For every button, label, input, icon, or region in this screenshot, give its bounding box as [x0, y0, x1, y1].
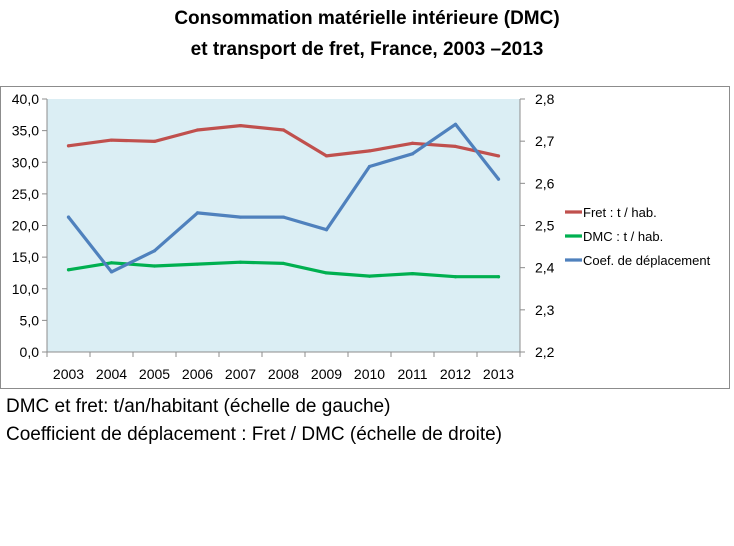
- data-point-dmc: [367, 274, 372, 278]
- x-axis-tick-label: 2006: [182, 366, 213, 382]
- right-axis-tick-label: 2,6: [535, 175, 555, 191]
- left-axis-tick-label: 10,0: [12, 281, 39, 297]
- chart-title-line-1: Consommation matérielle intérieure (DMC): [174, 8, 560, 29]
- data-point-coef: [66, 215, 71, 219]
- left-axis-tick-label: 20,0: [12, 218, 39, 234]
- legend-label-fret: Fret : t / hab.: [583, 205, 657, 220]
- data-point-coef: [195, 211, 200, 215]
- x-axis-tick-label: 2011: [397, 366, 427, 382]
- plot-area: [47, 99, 520, 352]
- right-axis-tick-label: 2,7: [535, 133, 555, 149]
- legend-label-dmc: DMC : t / hab.: [583, 229, 663, 244]
- data-point-fret: [496, 154, 501, 158]
- chart-title-line-2: et transport de fret, France, 2003 –2013: [190, 39, 544, 60]
- line-chart: 0,0 5,0 10,0 15,0 20,0 25,0 30,0 35,0 40,0 2,2 2,3…: [12, 91, 711, 382]
- data-point-fret: [152, 139, 157, 143]
- data-point-dmc: [410, 271, 415, 276]
- data-point-dmc: [281, 261, 286, 266]
- x-axis-tick-label: 2013: [483, 366, 514, 382]
- data-point-dmc: [195, 262, 200, 266]
- left-axis-tick-label: 35,0: [12, 123, 39, 139]
- x-axis-tick-label: 2012: [440, 366, 471, 382]
- right-axis-tick-label: 2,2: [535, 344, 555, 360]
- data-point-dmc: [66, 268, 71, 272]
- data-point-fret: [367, 149, 372, 153]
- x-axis-tick-label: 2004: [96, 366, 127, 382]
- data-point-coef: [367, 164, 372, 169]
- left-axis-tick-label: 25,0: [12, 186, 39, 202]
- data-point-coef: [152, 249, 157, 253]
- x-axis-tick-label: 2005: [139, 366, 170, 382]
- data-point-coef: [453, 122, 458, 126]
- data-point-coef: [324, 228, 329, 232]
- x-axis-tick-label: 2008: [268, 366, 299, 382]
- data-point-fret: [324, 154, 329, 158]
- left-axis-tick-label: 0,0: [20, 344, 40, 360]
- data-point-coef: [496, 177, 501, 181]
- data-point-dmc: [496, 275, 501, 279]
- data-point-dmc: [152, 264, 157, 268]
- left-axis-tick-label: 5,0: [20, 312, 40, 328]
- data-point-fret: [453, 144, 458, 149]
- note-units: DMC et fret: t/an/habitant (échelle de g…: [6, 396, 391, 417]
- x-axis-tick-label: 2003: [53, 366, 84, 382]
- right-axis-tick-label: 2,5: [535, 218, 555, 234]
- data-point-fret: [281, 128, 286, 132]
- data-point-dmc: [238, 260, 243, 264]
- right-axis-tick-label: 2,4: [535, 260, 555, 276]
- data-point-fret: [410, 141, 415, 145]
- data-point-fret: [238, 123, 243, 128]
- legend-label-coef: Coef. de déplacement: [583, 253, 711, 268]
- x-axis-tick-label: 2009: [311, 366, 342, 382]
- x-axis-tick-label: 2010: [354, 366, 385, 382]
- data-point-dmc: [453, 275, 458, 279]
- data-point-coef: [281, 215, 286, 219]
- data-point-dmc: [324, 271, 329, 275]
- right-axis-tick-label: 2,3: [535, 302, 555, 318]
- data-point-coef: [410, 152, 415, 156]
- left-axis-tick-label: 40,0: [12, 91, 39, 107]
- right-axis-tick-label: 2,8: [535, 91, 555, 107]
- data-point-fret: [66, 144, 71, 148]
- data-point-coef: [238, 215, 243, 219]
- data-point-fret: [109, 138, 114, 142]
- left-axis-tick-label: 30,0: [12, 154, 39, 170]
- x-axis-tick-label: 2007: [225, 366, 256, 382]
- left-axis-tick-label: 15,0: [12, 249, 39, 265]
- note-coefficient: Coefficient de déplacement : Fret / DMC …: [6, 424, 502, 445]
- data-point-fret: [195, 128, 200, 132]
- data-point-coef: [109, 270, 114, 274]
- data-point-dmc: [109, 261, 114, 265]
